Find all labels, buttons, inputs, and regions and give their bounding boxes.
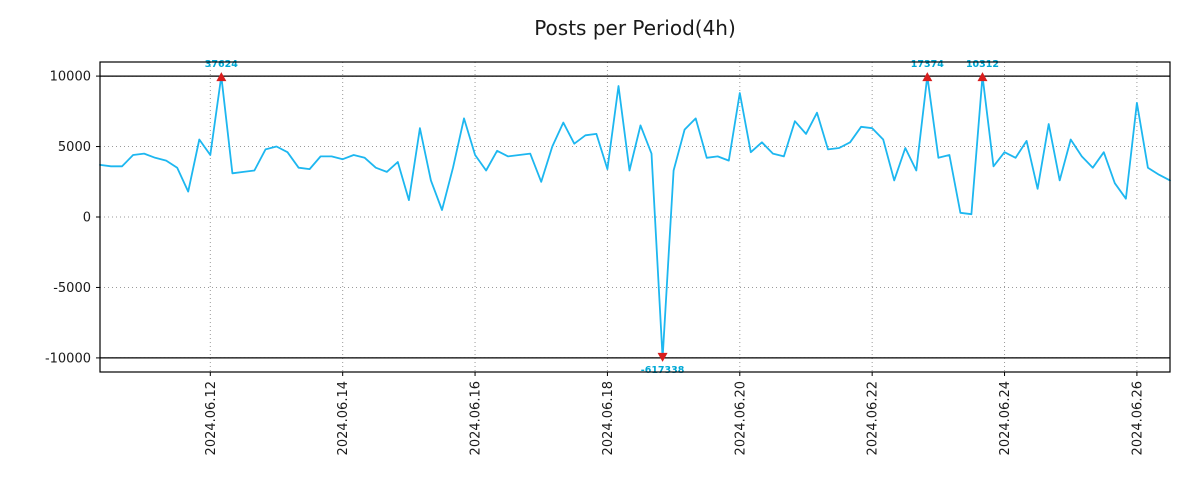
clip-marker-up-icon	[977, 72, 988, 82]
annotation-label: 10312	[966, 59, 999, 70]
x-tick-label: 2024.06.26	[1130, 381, 1145, 455]
clip-marker-up-icon	[922, 72, 933, 82]
y-tick-label: 5000	[58, 140, 91, 155]
y-tick-label: 10000	[50, 70, 91, 85]
chart-title: Posts per Period(4h)	[534, 16, 736, 40]
x-tick-label: 2024.06.18	[601, 381, 616, 455]
annotation-label: 37624	[205, 59, 238, 70]
data-line	[99, 75, 1171, 359]
x-tick-label: 2024.06.20	[733, 381, 748, 455]
annotation-label: -617338	[641, 365, 685, 376]
y-tick-label: -5000	[53, 281, 91, 296]
x-tick-label: 2024.06.24	[998, 381, 1013, 455]
annotation-label: 17374	[911, 59, 944, 70]
clip-marker-up-icon	[216, 72, 227, 82]
clip-marker-down-icon	[657, 352, 668, 362]
x-tick-label: 2024.06.14	[336, 381, 351, 455]
x-tick-label: 2024.06.22	[866, 381, 881, 455]
x-tick-label: 2024.06.16	[469, 381, 484, 455]
x-tick-label: 2024.06.12	[204, 381, 219, 455]
y-tick-label: -10000	[45, 351, 91, 366]
y-tick-label: 0	[83, 211, 91, 226]
